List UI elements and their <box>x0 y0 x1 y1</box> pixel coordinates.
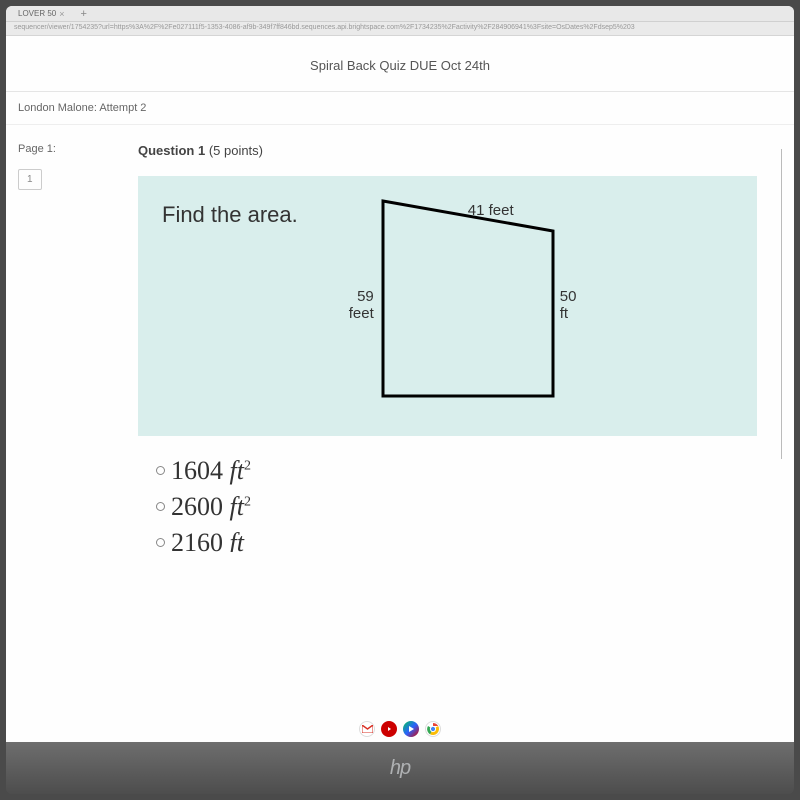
question-points: (5 points) <box>209 143 263 158</box>
radio-icon[interactable] <box>156 466 165 475</box>
answer-option[interactable]: 1604 ft2 <box>156 456 757 486</box>
radio-icon[interactable] <box>156 502 165 511</box>
taskbar <box>6 716 794 742</box>
trapezoid-figure: 41 feet 59 feet 50 ft <box>338 196 733 416</box>
answer-text: 1604 ft2 <box>171 456 251 486</box>
laptop-bezel: hp <box>6 742 794 794</box>
page-number-button[interactable]: 1 <box>18 169 42 190</box>
answer-text: 2160 ft <box>171 528 244 552</box>
label-left-unit: feet <box>349 305 374 322</box>
answer-text: 2600 ft2 <box>171 492 251 522</box>
gmail-icon[interactable] <box>359 721 375 737</box>
label-right-unit: ft <box>560 305 568 322</box>
browser-tabs: LOVER 50 × + <box>6 6 794 22</box>
close-icon[interactable]: × <box>59 9 64 19</box>
label-left-num: 59 <box>357 288 374 305</box>
page-label: Page 1: <box>18 143 138 155</box>
question-prompt: Find the area. <box>162 196 298 228</box>
label-left: 59 feet <box>338 288 374 322</box>
label-right: 50 ft <box>560 288 577 322</box>
hp-logo: hp <box>390 757 410 780</box>
question-column: Question 1 (5 points) Find the area. 41 … <box>138 143 781 716</box>
main-area: Page 1: 1 Question 1 (5 points) Find the… <box>6 125 794 716</box>
vertical-divider <box>781 149 782 459</box>
diagram-panel: Find the area. 41 feet 59 feet 50 <box>138 176 757 436</box>
question-number: Question 1 <box>138 143 205 158</box>
tab-title: LOVER 50 <box>18 9 56 18</box>
laptop-frame: LOVER 50 × + sequencer/viewer/1754235?ur… <box>0 0 800 800</box>
answer-option[interactable]: 2600 ft2 <box>156 492 757 522</box>
answer-option[interactable]: 2160 ft <box>156 528 757 552</box>
chrome-icon[interactable] <box>425 721 441 737</box>
screen: LOVER 50 × + sequencer/viewer/1754235?ur… <box>6 6 794 742</box>
attempt-label: London Malone: Attempt 2 <box>6 92 794 125</box>
trapezoid-polygon <box>383 201 553 396</box>
page-nav: Page 1: 1 <box>18 143 138 716</box>
label-top: 41 feet <box>468 202 514 219</box>
quiz-title: Spiral Back Quiz DUE Oct 24th <box>6 36 794 92</box>
youtube-icon[interactable] <box>381 721 397 737</box>
answer-list: 1604 ft2 2600 ft2 2160 ft <box>138 456 757 552</box>
page-content: Spiral Back Quiz DUE Oct 24th London Mal… <box>6 36 794 742</box>
radio-icon[interactable] <box>156 538 165 547</box>
label-right-num: 50 <box>560 288 577 305</box>
new-tab-icon[interactable]: + <box>77 8 87 20</box>
question-heading: Question 1 (5 points) <box>138 143 757 158</box>
address-bar[interactable]: sequencer/viewer/1754235?url=https%3A%2F… <box>6 22 794 36</box>
play-store-icon[interactable] <box>403 721 419 737</box>
trapezoid-shape <box>378 196 560 402</box>
browser-tab[interactable]: LOVER 50 × <box>12 9 71 19</box>
